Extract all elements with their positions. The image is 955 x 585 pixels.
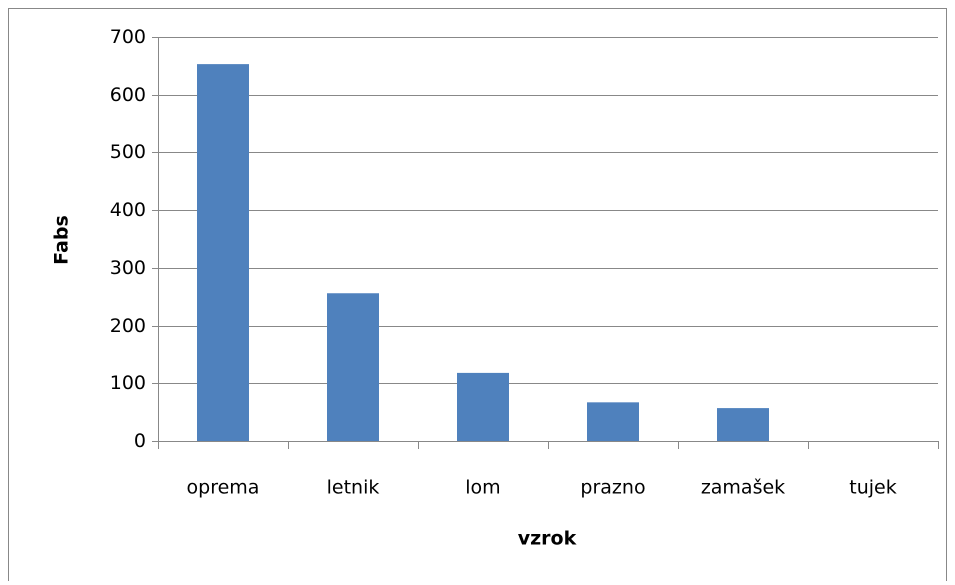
bar — [327, 293, 379, 441]
bar — [717, 408, 769, 441]
bar — [587, 402, 639, 441]
y-tick-label: 600 — [110, 84, 146, 106]
x-tick-label: letnik — [327, 477, 380, 499]
x-tick-label: lom — [465, 477, 500, 499]
chart-border — [8, 8, 947, 585]
y-tick-label: 0 — [134, 430, 146, 452]
x-tick-label: prazno — [580, 477, 645, 499]
y-tick-label: 100 — [110, 372, 146, 394]
y-tick-label: 300 — [110, 257, 146, 279]
y-tick-label: 200 — [110, 315, 146, 337]
bar — [197, 64, 249, 441]
x-tick-label: zamašek — [701, 477, 785, 499]
y-tick-label: 700 — [110, 26, 146, 48]
y-tick-label: 500 — [110, 141, 146, 163]
x-axis-label: vzrok — [518, 528, 577, 550]
x-tick-label: oprema — [187, 477, 260, 499]
y-tick-label: 400 — [110, 199, 146, 221]
bar — [457, 372, 509, 441]
y-axis-label: Fabs — [51, 215, 73, 265]
x-tick-label: tujek — [849, 477, 896, 499]
